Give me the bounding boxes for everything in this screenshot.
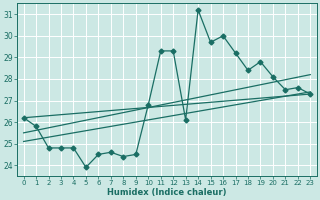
X-axis label: Humidex (Indice chaleur): Humidex (Indice chaleur): [107, 188, 227, 197]
